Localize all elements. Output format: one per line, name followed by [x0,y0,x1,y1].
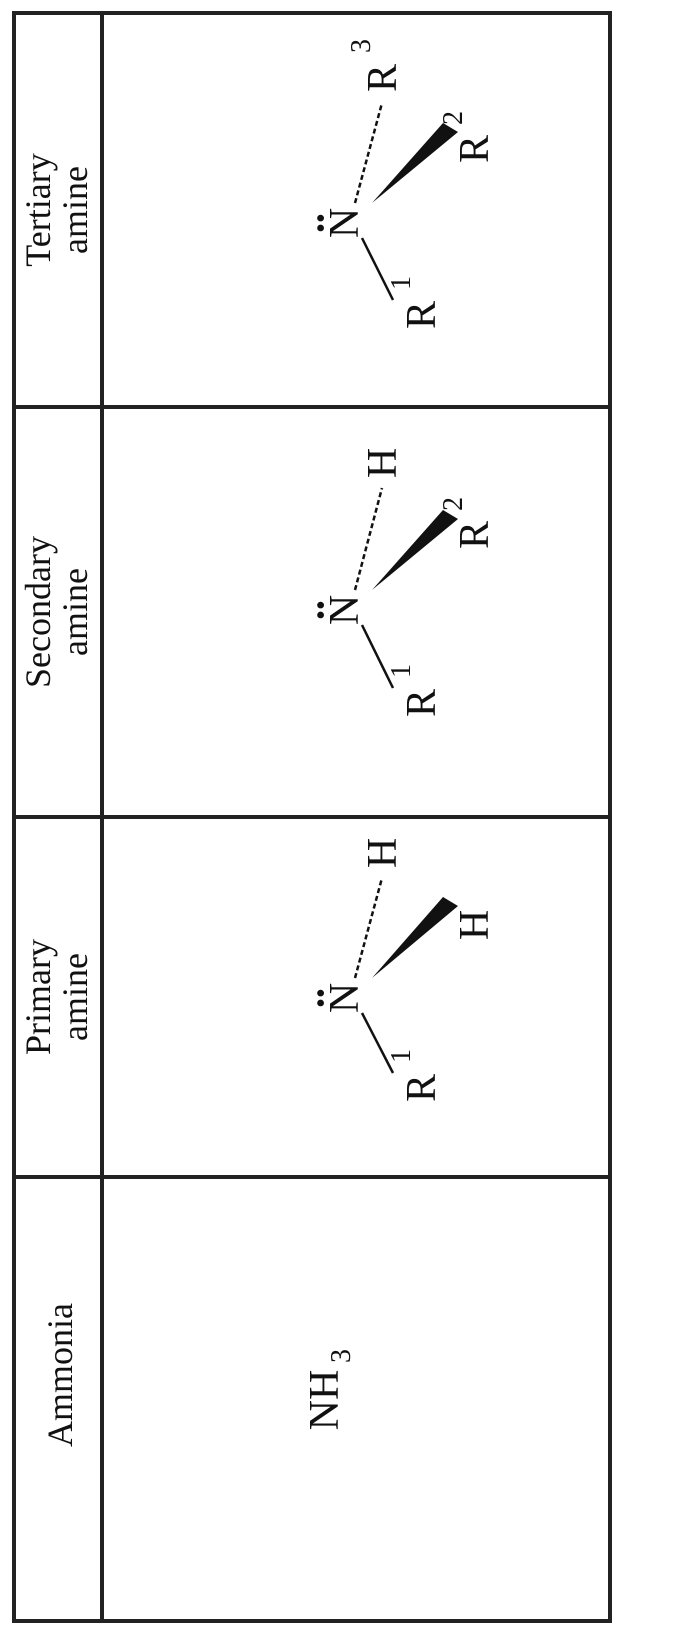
header-ammonia: Ammonia [40,1303,80,1447]
header-primary-line1: Primary [18,939,58,1055]
secondary-dash-bond [355,488,382,590]
tertiary-wedge-bond [372,123,458,203]
primary-r1-atom: R [399,1074,445,1102]
primary-dash-bond [355,878,382,978]
tertiary-dash-atom: R [360,64,406,92]
tertiary-n-r1-bond [362,238,393,300]
tertiary-amine-structure: R 1 N •• R 2 R 3 [306,39,498,329]
primary-r1-superscript: 1 [386,1049,417,1063]
header-tertiary-line1: Tertiary [18,153,58,266]
tertiary-dash-superscript: 3 [346,39,377,53]
ammonia-formula: NH 3 [302,1349,357,1430]
secondary-amine-structure: R 1 N •• R 2 H [306,448,498,717]
header-tertiary-amine: Tertiary amine [18,153,95,266]
primary-n-r1-bond [362,1013,393,1073]
tertiary-lone-pair: •• [306,213,337,233]
primary-wedge-atom: H [452,910,498,940]
tertiary-wedge-atom: R [452,135,498,163]
header-primary-amine: Primary amine [18,939,95,1055]
secondary-wedge-atom: R [452,521,498,549]
secondary-r1-atom: R [399,689,445,717]
primary-dash-atom: H [360,838,406,868]
header-primary-line2: amine [55,953,95,1041]
tertiary-wedge-superscript: 2 [438,111,469,125]
header-secondary-line2: amine [55,568,95,656]
ammonia-formula-subscript: 3 [326,1349,357,1363]
primary-lone-pair: •• [306,988,337,1008]
header-tertiary-line2: amine [55,166,95,254]
secondary-wedge-superscript: 2 [438,497,469,511]
ammonia-formula-base: NH [302,1370,348,1431]
secondary-wedge-bond [372,510,458,590]
tertiary-r1-superscript: 1 [386,276,417,290]
header-row: Ammonia Primary amine Secondary amine Te… [18,153,95,1447]
header-secondary-line1: Secondary [18,536,58,688]
secondary-n-r1-bond [362,625,393,688]
secondary-lone-pair: •• [306,600,337,620]
tertiary-r1-atom: R [399,301,445,329]
secondary-dash-atom: H [360,448,406,478]
secondary-r1-superscript: 1 [386,664,417,678]
header-secondary-amine: Secondary amine [18,536,95,688]
primary-amine-structure: R 1 N •• H H [306,838,498,1102]
tertiary-dash-bond [355,103,382,203]
primary-wedge-bond [372,897,458,978]
